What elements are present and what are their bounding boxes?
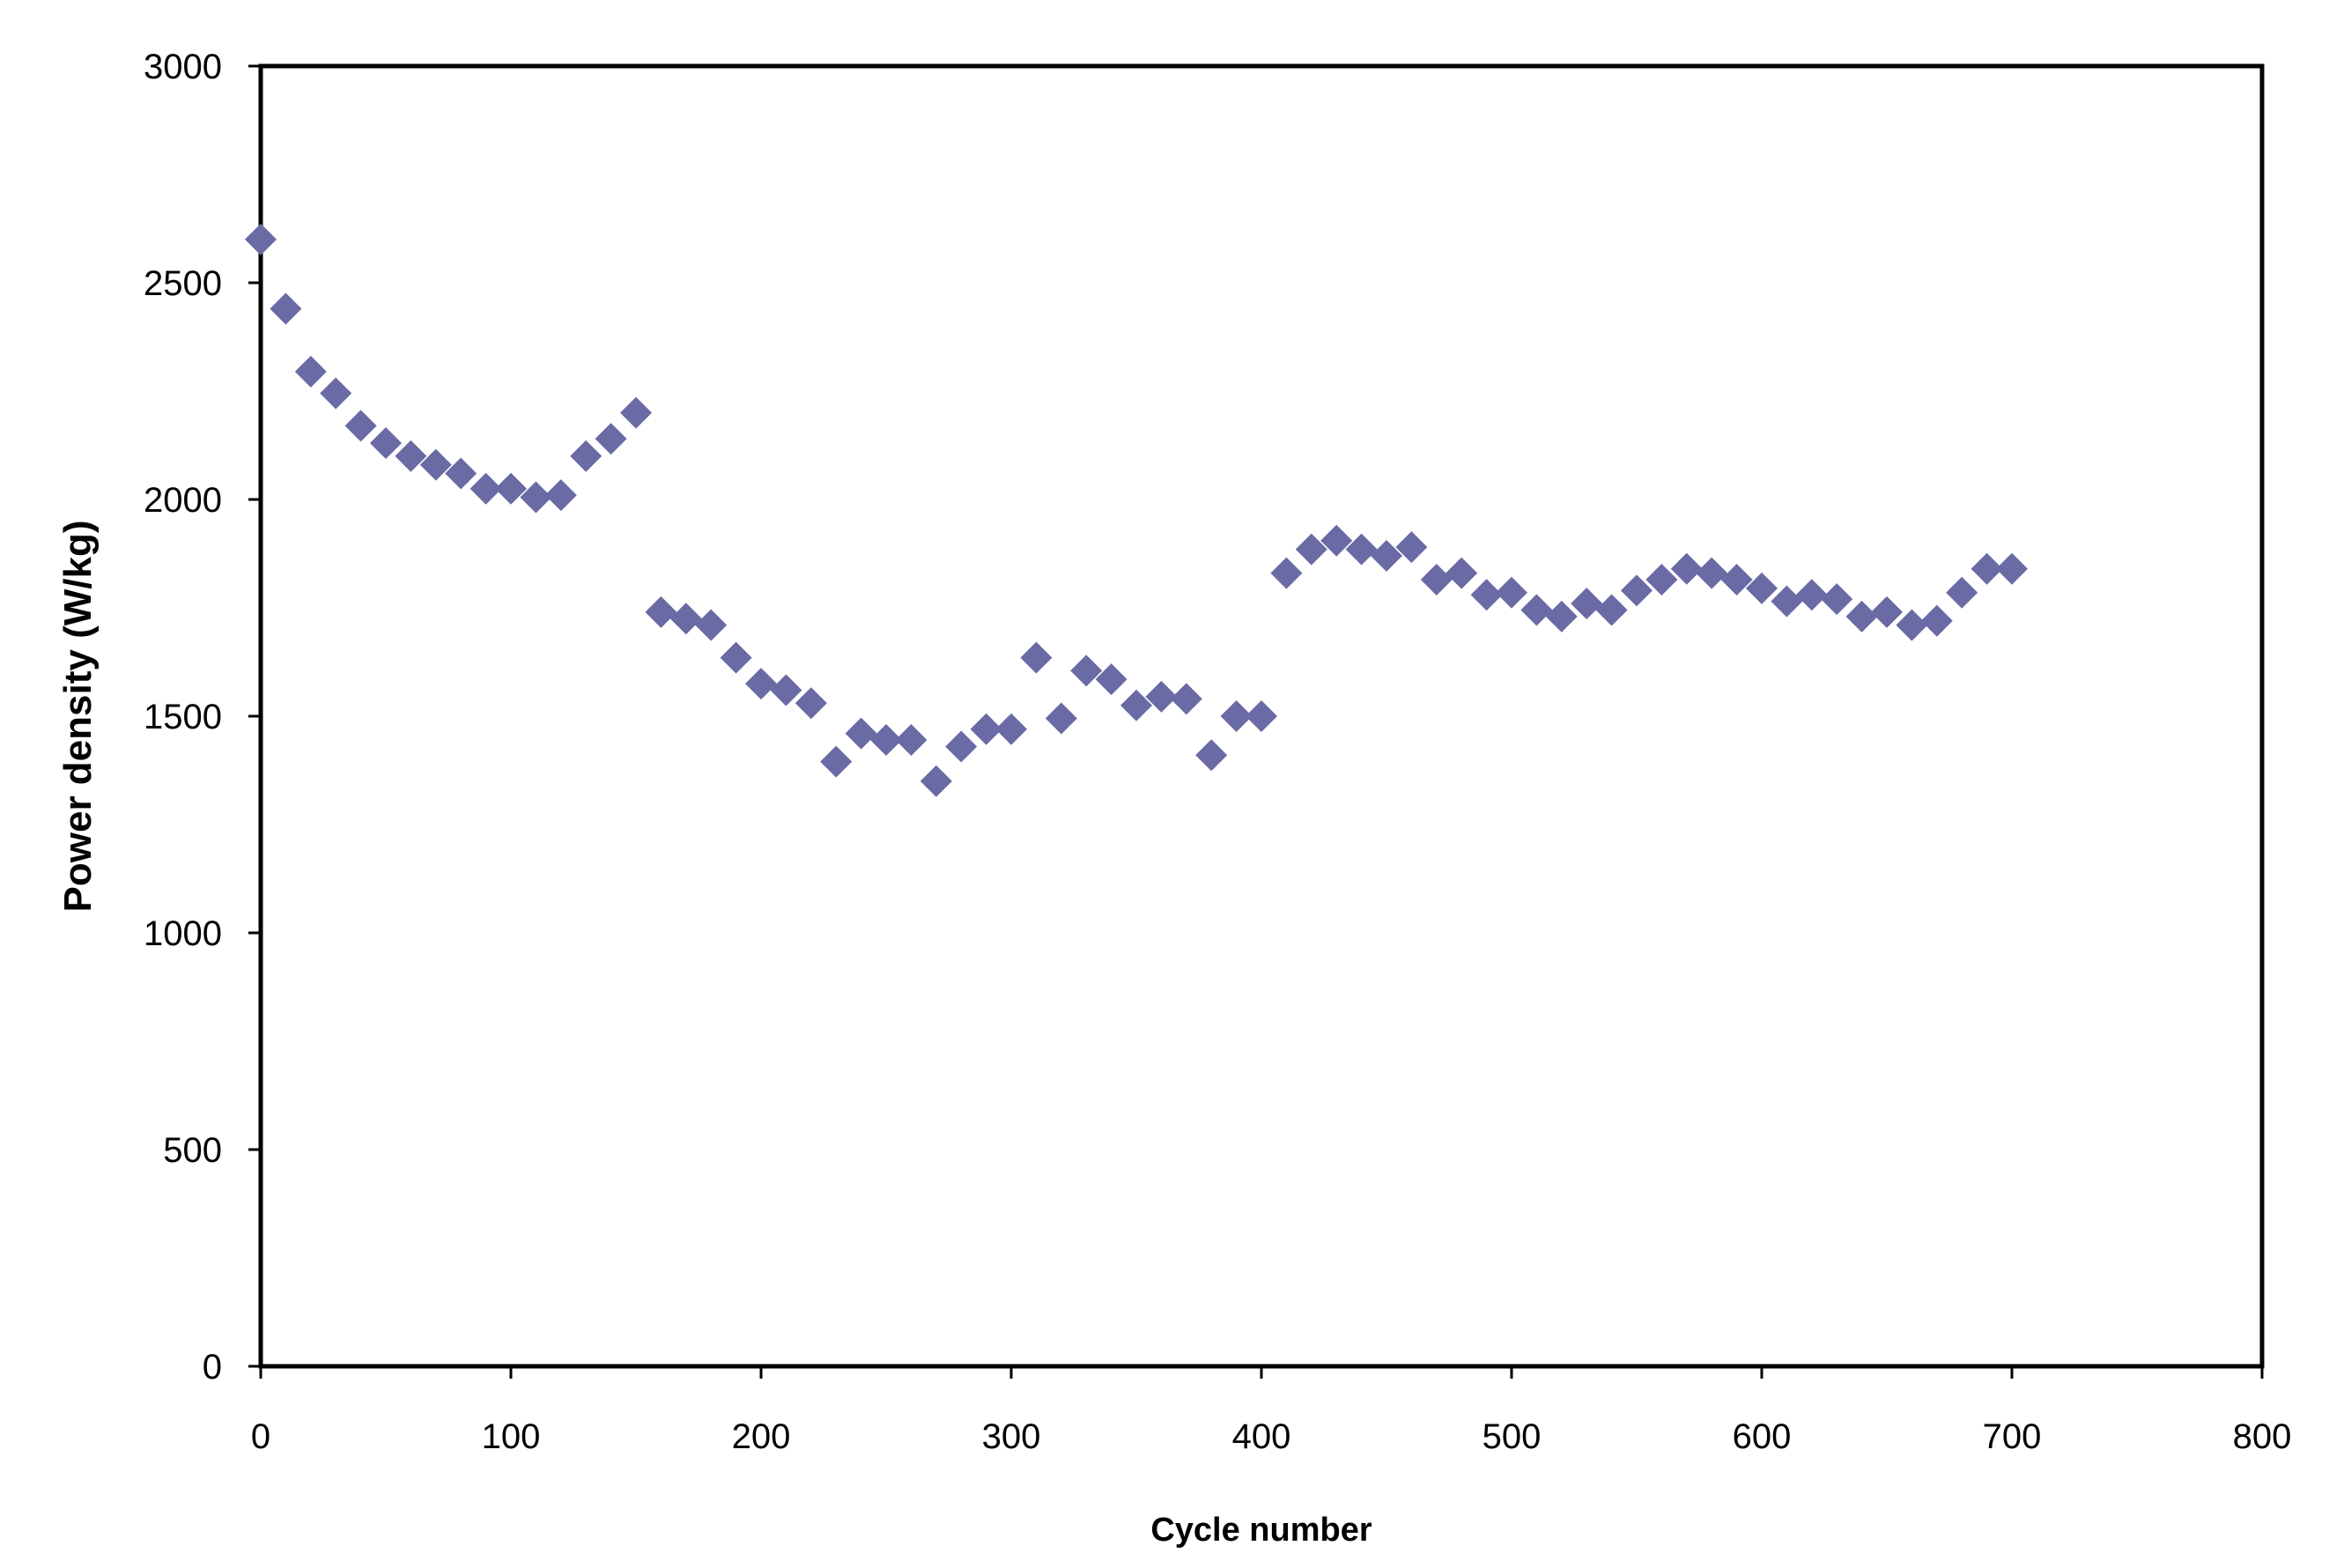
y-axis-title: Power density (W/kg) — [56, 521, 100, 913]
data-point — [1545, 600, 1578, 632]
y-tick-label: 0 — [203, 1348, 222, 1387]
data-point — [1270, 557, 1303, 589]
data-point — [1246, 700, 1277, 732]
data-point — [1771, 585, 1803, 618]
data-point — [294, 355, 327, 388]
data-point — [1845, 600, 1878, 632]
data-point — [445, 457, 477, 490]
data-point — [1920, 604, 1953, 637]
data-point — [1746, 572, 1778, 604]
data-point — [544, 479, 577, 512]
data-point — [620, 396, 652, 429]
data-point — [1045, 702, 1077, 735]
y-tick-label: 1000 — [144, 914, 222, 953]
data-point — [344, 410, 377, 442]
data-point — [1070, 655, 1103, 687]
data-point — [669, 603, 702, 635]
y-tick-label: 3000 — [144, 48, 222, 86]
data-point — [920, 765, 952, 797]
data-point — [1696, 557, 1728, 589]
data-point — [1946, 576, 1978, 609]
data-point — [1420, 564, 1453, 596]
x-tick-label: 500 — [1482, 1417, 1542, 1456]
x-tick-label: 600 — [1733, 1417, 1792, 1456]
x-tick-label: 800 — [2233, 1417, 2292, 1456]
y-axis: 0 500 1000 1500 2000 2500 3000 — [144, 48, 261, 1387]
data-point — [320, 377, 352, 410]
data-point — [1795, 579, 1828, 611]
y-tick-label: 2000 — [144, 481, 222, 520]
data-point — [370, 427, 402, 460]
data-point — [1120, 689, 1152, 721]
data-point — [1871, 595, 1903, 628]
data-point — [1395, 531, 1428, 564]
data-point — [945, 730, 978, 763]
y-tick-label: 1500 — [144, 698, 222, 736]
data-point — [395, 440, 427, 472]
x-axis-title: Cycle number — [1150, 1512, 1372, 1549]
data-point — [595, 423, 627, 455]
data-point — [1145, 680, 1178, 713]
data-point — [770, 674, 802, 706]
data-point — [1821, 583, 1853, 616]
data-point — [1571, 588, 1603, 620]
data-point — [1470, 579, 1503, 611]
data-point — [270, 292, 302, 325]
data-point — [1996, 552, 2028, 585]
data-point — [1720, 564, 1753, 596]
data-point — [1621, 574, 1652, 607]
x-tick-label: 200 — [732, 1417, 791, 1456]
data-point — [1970, 552, 2003, 585]
y-tick-label: 500 — [163, 1131, 222, 1170]
data-point — [1496, 576, 1527, 609]
data-point — [1670, 552, 1703, 585]
data-series — [245, 223, 2028, 797]
x-tick-label: 0 — [251, 1417, 270, 1456]
data-point — [1020, 641, 1053, 674]
data-point — [745, 668, 777, 700]
data-point — [970, 713, 1002, 745]
data-point — [495, 472, 527, 505]
data-point — [645, 595, 677, 628]
data-point — [1520, 594, 1553, 626]
data-point — [1195, 739, 1228, 772]
x-tick-label: 700 — [1983, 1417, 2042, 1456]
x-tick-label: 400 — [1232, 1417, 1291, 1456]
data-point — [870, 724, 902, 757]
data-point — [895, 724, 928, 757]
data-point — [1645, 564, 1678, 596]
data-point — [820, 745, 853, 778]
data-point — [845, 717, 877, 750]
x-axis: 0 100 200 300 400 500 600 700 800 — [251, 1366, 2292, 1456]
data-point — [1170, 683, 1202, 715]
data-point — [1445, 557, 1478, 589]
data-point — [1320, 524, 1353, 557]
y-tick-label: 2500 — [144, 264, 222, 303]
data-point — [419, 448, 452, 481]
data-point — [1896, 609, 1928, 641]
data-point — [1345, 533, 1378, 566]
x-tick-label: 300 — [982, 1417, 1041, 1456]
data-point — [520, 481, 552, 514]
data-point — [1295, 533, 1327, 566]
data-point — [720, 641, 752, 674]
data-point — [795, 687, 827, 720]
data-point — [469, 472, 502, 505]
data-point — [245, 223, 277, 255]
data-point — [1220, 700, 1253, 732]
x-tick-label: 100 — [482, 1417, 541, 1456]
data-point — [995, 713, 1027, 745]
data-point — [1371, 539, 1402, 572]
data-point — [570, 440, 603, 472]
data-point — [695, 609, 728, 641]
data-point — [1595, 594, 1628, 626]
data-point — [1095, 663, 1128, 696]
